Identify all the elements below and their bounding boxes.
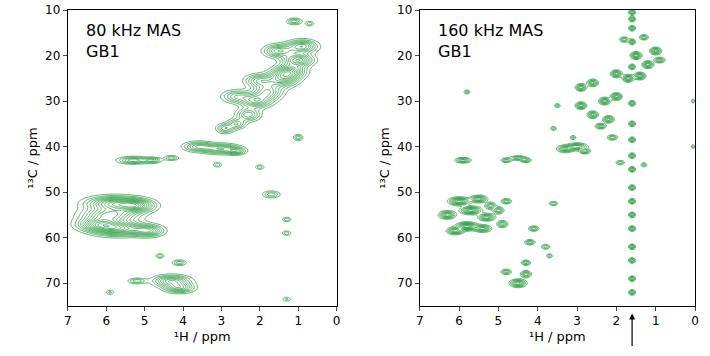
svg-text:60: 60 [45,231,60,245]
svg-text:0: 0 [333,314,341,328]
svg-text:70: 70 [45,276,60,290]
svg-text:¹H / ppm: ¹H / ppm [174,329,231,344]
svg-text:40: 40 [45,140,60,154]
svg-text:4: 4 [179,314,187,328]
svg-text:160 kHz MASGB1: 160 kHz MASGB1 [438,21,543,61]
svg-text:70: 70 [397,276,412,290]
svg-text:2: 2 [613,314,621,328]
svg-text:80 kHz MASGB1: 80 kHz MASGB1 [86,21,181,61]
svg-text:5: 5 [141,314,149,328]
svg-text:1: 1 [652,314,660,328]
svg-text:30: 30 [397,94,412,108]
svg-text:5: 5 [495,314,503,328]
svg-text:7: 7 [416,314,424,328]
svg-text:20: 20 [397,49,412,63]
svg-text:30: 30 [45,94,60,108]
svg-text:20: 20 [45,49,60,63]
svg-text:6: 6 [102,314,110,328]
svg-text:10: 10 [397,3,412,17]
svg-text:1: 1 [294,314,302,328]
svg-text:¹³C / ppm: ¹³C / ppm [25,127,40,188]
svg-text:0: 0 [691,314,699,328]
svg-text:60: 60 [397,231,412,245]
svg-text:4: 4 [534,314,542,328]
svg-text:3: 3 [573,314,581,328]
svg-text:6: 6 [455,314,463,328]
svg-text:50: 50 [45,185,60,199]
svg-text:40: 40 [397,140,412,154]
svg-text:2: 2 [256,314,264,328]
svg-text:50: 50 [397,185,412,199]
svg-text:¹H / ppm: ¹H / ppm [529,329,586,344]
svg-text:¹³C / ppm: ¹³C / ppm [377,127,392,188]
svg-text:3: 3 [218,314,226,328]
svg-text:10: 10 [45,3,60,17]
svg-text:7: 7 [64,314,72,328]
